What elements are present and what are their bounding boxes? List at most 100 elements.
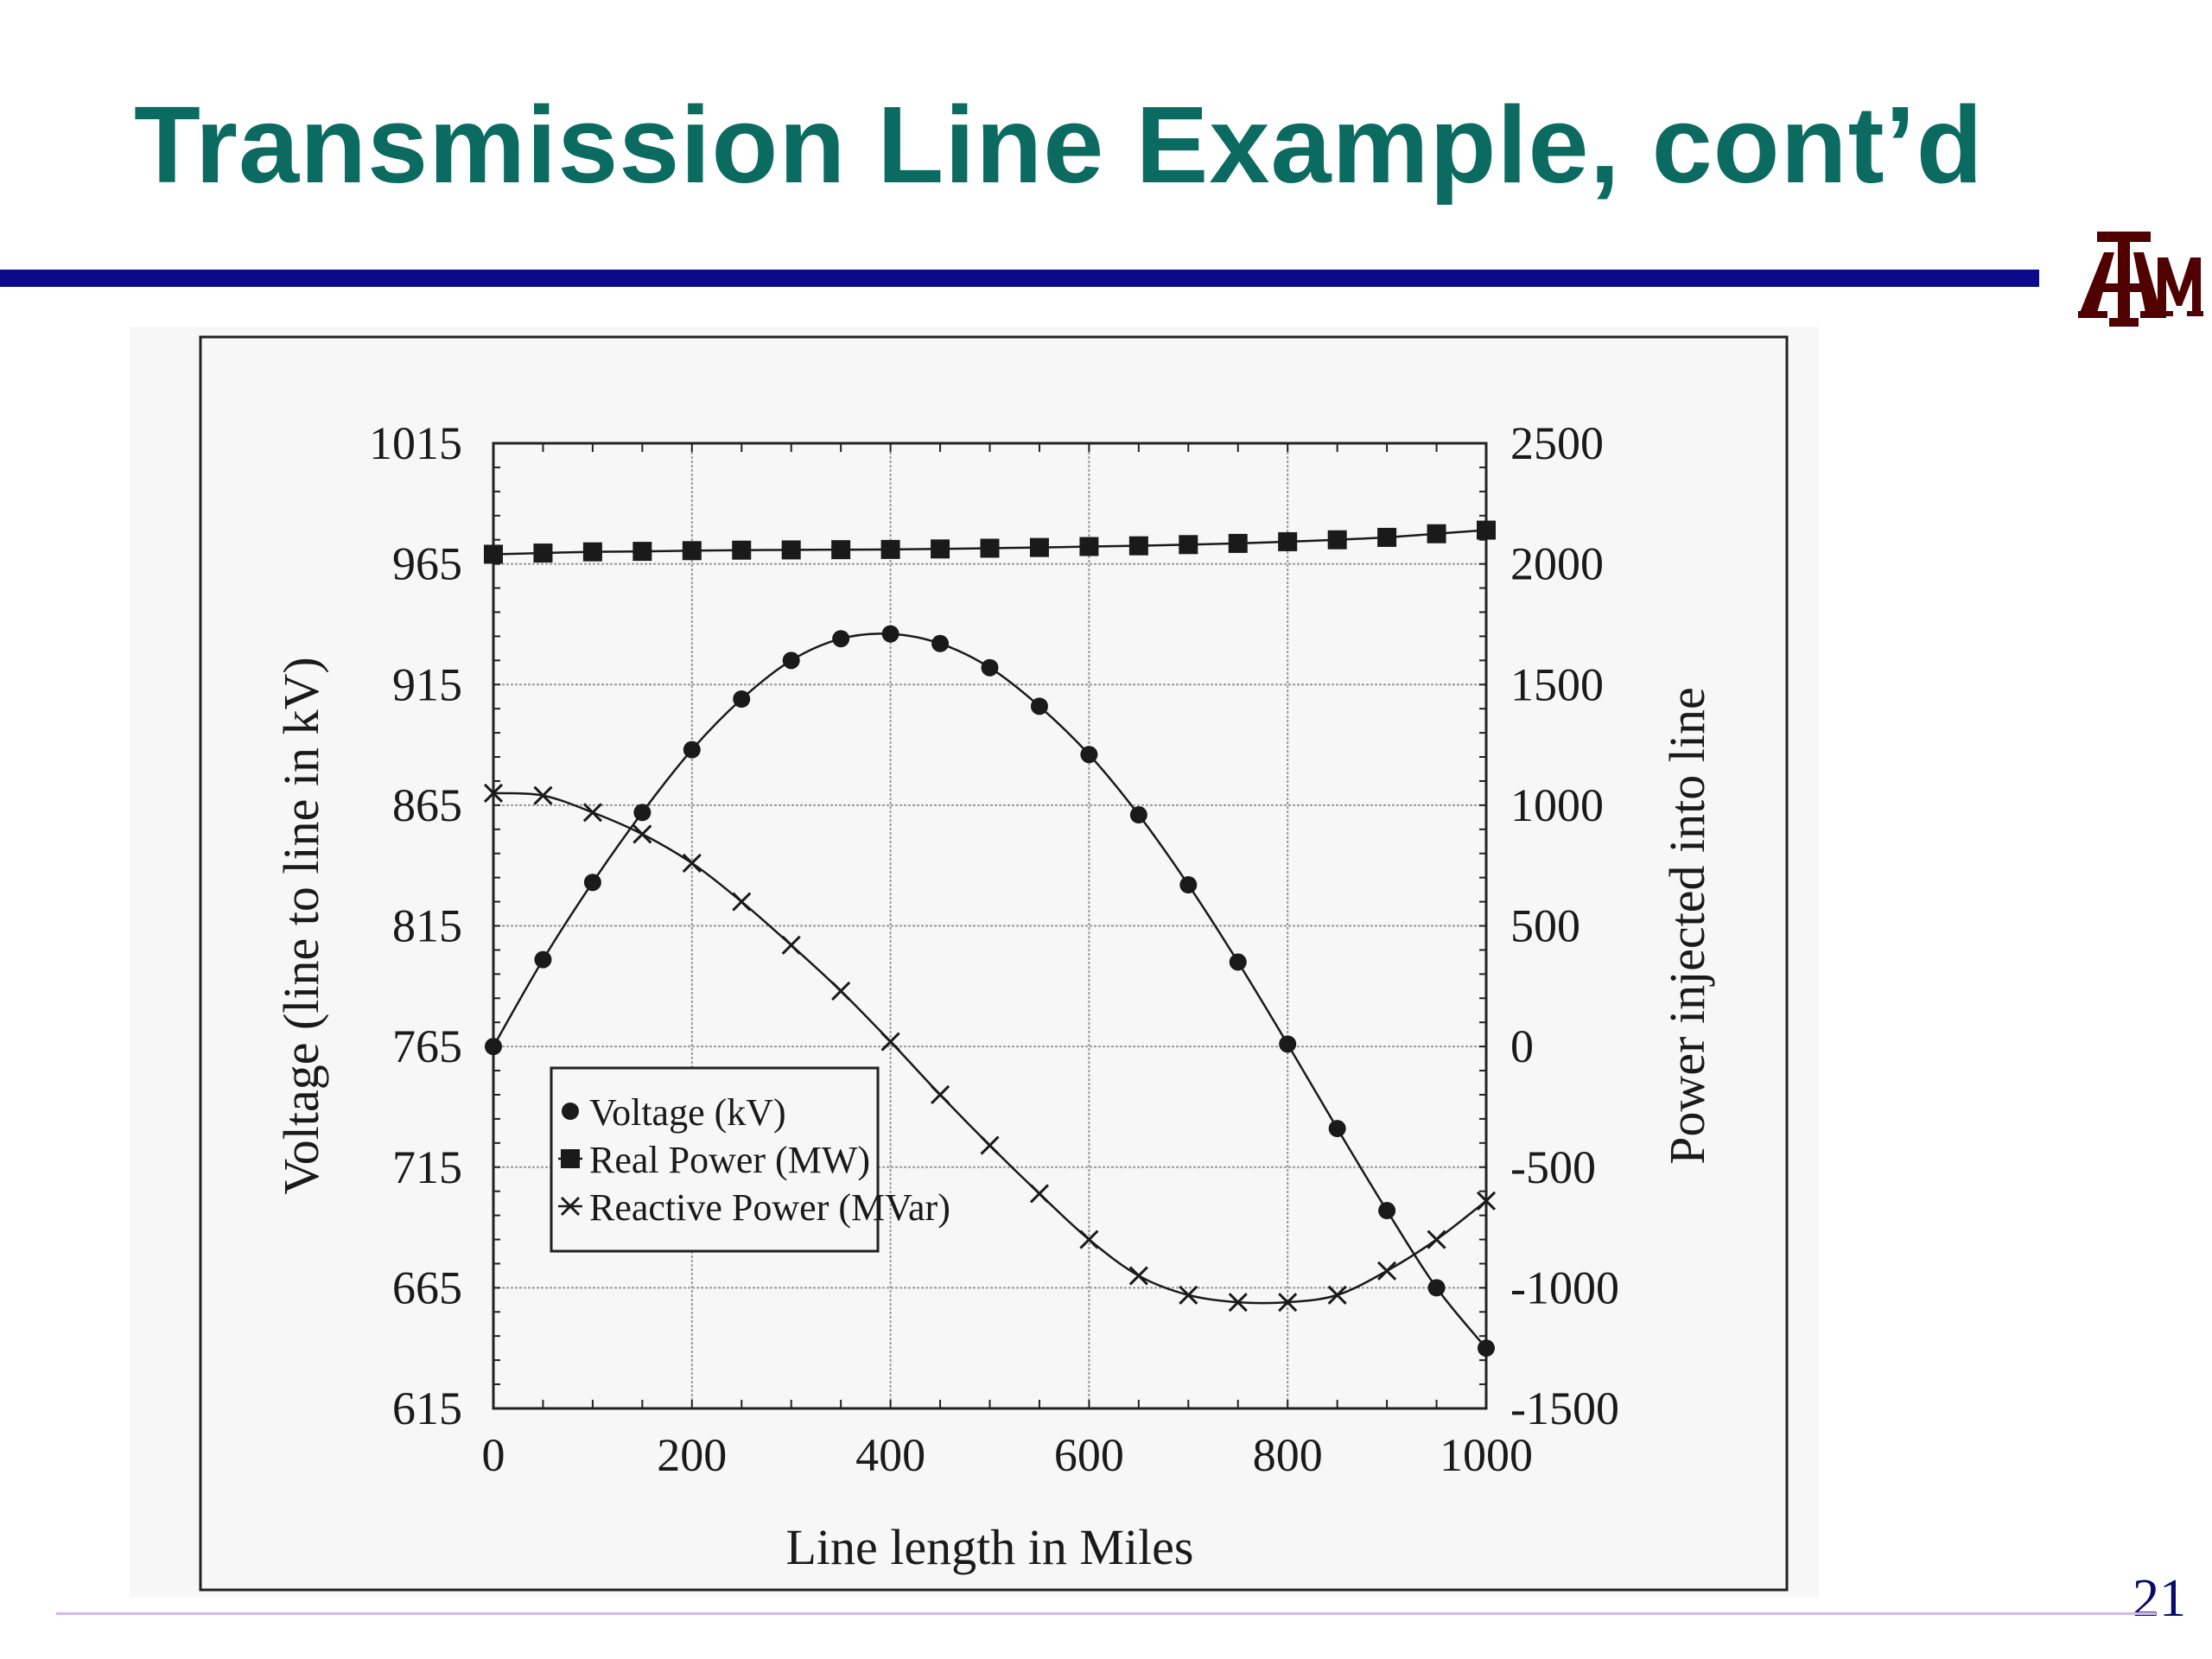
data-point-voltage-kv bbox=[1080, 746, 1098, 764]
y-right-axis-label: Power injected into line bbox=[1659, 687, 1715, 1164]
data-point-real-power-mw bbox=[1278, 531, 1298, 551]
legend-label: Real Power (MW) bbox=[589, 1139, 870, 1181]
y-right-tick-label: 2500 bbox=[1510, 417, 1604, 469]
y-left-tick-label: 615 bbox=[392, 1382, 462, 1434]
data-point-real-power-mw bbox=[1029, 537, 1049, 557]
data-point-reactive-power-mvar bbox=[1179, 1285, 1198, 1305]
data-point-voltage-kv bbox=[1427, 1279, 1446, 1297]
legend-label: Voltage (kV) bbox=[589, 1091, 786, 1134]
y-left-tick-label: 865 bbox=[392, 779, 462, 831]
x-tick-label: 0 bbox=[482, 1429, 505, 1481]
data-point-reactive-power-mvar bbox=[930, 1084, 950, 1105]
x-marker-stroke bbox=[930, 1084, 950, 1105]
x-marker-stroke bbox=[781, 935, 801, 955]
x-marker-stroke bbox=[1377, 1261, 1397, 1281]
x-marker-stroke bbox=[1476, 1191, 1497, 1211]
x-marker-stroke bbox=[1278, 1293, 1298, 1313]
x-axis-label: Line length in Miles bbox=[786, 1519, 1194, 1575]
data-point-reactive-power-mvar bbox=[533, 785, 553, 805]
data-point-real-power-mw bbox=[1427, 524, 1446, 543]
legend: Voltage (kV) Real Power (MW) Reactive Powe… bbox=[550, 1066, 950, 1253]
x-tick-label: 1000 bbox=[1440, 1429, 1533, 1481]
data-point-voltage-kv bbox=[1129, 806, 1147, 824]
x-marker-stroke bbox=[682, 853, 702, 873]
data-point-real-power-mw bbox=[533, 543, 553, 563]
data-point-real-power-mw bbox=[682, 541, 702, 561]
y-left-tick-label: 815 bbox=[392, 900, 462, 952]
x-tick-label: 600 bbox=[1054, 1429, 1124, 1481]
data-point-reactive-power-mvar bbox=[682, 853, 702, 873]
data-point-real-power-mw bbox=[931, 539, 950, 559]
data-point-voltage-kv bbox=[683, 741, 701, 759]
data-point-real-power-mw bbox=[1477, 520, 1496, 540]
data-point-real-power-mw bbox=[632, 542, 652, 562]
data-point-reactive-power-mvar bbox=[732, 892, 752, 912]
x-marker-stroke bbox=[831, 981, 851, 1001]
legend-box bbox=[550, 1066, 880, 1253]
y-left-tick-label: 965 bbox=[392, 538, 462, 590]
data-point-real-power-mw bbox=[980, 538, 1000, 558]
data-point-real-power-mw bbox=[1128, 536, 1148, 556]
x-tick-label: 800 bbox=[1253, 1429, 1323, 1481]
data-point-reactive-power-mvar bbox=[880, 1032, 900, 1052]
y-left-tick-label: 915 bbox=[392, 658, 462, 710]
data-point-voltage-kv bbox=[633, 804, 652, 822]
y-right-tick-label: 0 bbox=[1510, 1020, 1534, 1072]
data-point-voltage-kv bbox=[1229, 953, 1247, 971]
legend-marker-square bbox=[561, 1149, 580, 1168]
data-point-reactive-power-mvar bbox=[781, 935, 801, 955]
data-point-voltage-kv bbox=[1478, 1339, 1495, 1357]
y-right-tick-label: 500 bbox=[1510, 900, 1580, 952]
data-point-reactive-power-mvar bbox=[1029, 1184, 1050, 1204]
data-point-real-power-mw bbox=[1228, 533, 1248, 553]
plot-frame bbox=[492, 442, 1488, 1410]
x-marker-stroke bbox=[483, 783, 504, 803]
x-marker-stroke bbox=[560, 1196, 581, 1217]
data-point-reactive-power-mvar bbox=[582, 803, 602, 823]
x-tick-label: 400 bbox=[855, 1429, 925, 1481]
x-marker-stroke bbox=[533, 785, 553, 805]
figure-frame bbox=[199, 335, 1789, 1592]
data-point-reactive-power-mvar bbox=[1228, 1293, 1248, 1313]
legend-marker-circle bbox=[562, 1103, 579, 1120]
x-marker-stroke bbox=[1228, 1293, 1248, 1313]
x-tick-label: 200 bbox=[657, 1429, 727, 1481]
data-point-real-power-mw bbox=[484, 544, 503, 564]
data-point-voltage-kv bbox=[832, 630, 850, 648]
data-point-voltage-kv bbox=[782, 652, 800, 670]
data-point-voltage-kv bbox=[1279, 1035, 1297, 1053]
y-left-tick-label: 765 bbox=[392, 1020, 462, 1072]
legend-label: Reactive Power (MVar) bbox=[589, 1186, 950, 1229]
data-point-reactive-power-mvar bbox=[483, 783, 504, 803]
data-point-voltage-kv bbox=[1328, 1120, 1346, 1138]
x-marker-stroke bbox=[632, 824, 652, 844]
data-point-voltage-kv bbox=[1179, 876, 1198, 894]
data-point-reactive-power-mvar bbox=[1278, 1293, 1298, 1313]
y-left-tick-label: 665 bbox=[392, 1262, 462, 1313]
series-real-power-mw bbox=[484, 520, 1496, 564]
x-marker-stroke bbox=[1128, 1266, 1148, 1286]
series-voltage-kv bbox=[485, 625, 1495, 1357]
data-point-reactive-power-mvar bbox=[632, 824, 652, 844]
data-point-reactive-power-mvar bbox=[1377, 1261, 1397, 1281]
y-left-tick-label: 1015 bbox=[369, 417, 462, 469]
x-marker-stroke bbox=[1029, 1184, 1050, 1204]
figure-scan-background bbox=[130, 327, 1819, 1597]
x-marker-stroke bbox=[582, 803, 602, 823]
data-point-voltage-kv bbox=[931, 634, 950, 652]
y-left-axis-label: Voltage (line to line in kV) bbox=[273, 657, 329, 1194]
data-point-real-power-mw bbox=[880, 539, 900, 559]
data-point-real-power-mw bbox=[1179, 535, 1198, 555]
texas-am-logo-icon bbox=[2078, 232, 2203, 327]
data-point-reactive-power-mvar bbox=[1327, 1285, 1347, 1305]
series-reactive-power-mvar bbox=[483, 783, 1497, 1313]
data-point-real-power-mw bbox=[1377, 527, 1397, 547]
data-point-reactive-power-mvar bbox=[1128, 1266, 1148, 1286]
data-point-real-power-mw bbox=[781, 540, 801, 560]
x-marker-stroke bbox=[1327, 1285, 1347, 1305]
x-marker-stroke bbox=[880, 1032, 900, 1052]
x-marker-stroke bbox=[732, 892, 752, 912]
y-right-tick-label: 2000 bbox=[1510, 538, 1604, 590]
data-point-voltage-kv bbox=[881, 625, 899, 643]
